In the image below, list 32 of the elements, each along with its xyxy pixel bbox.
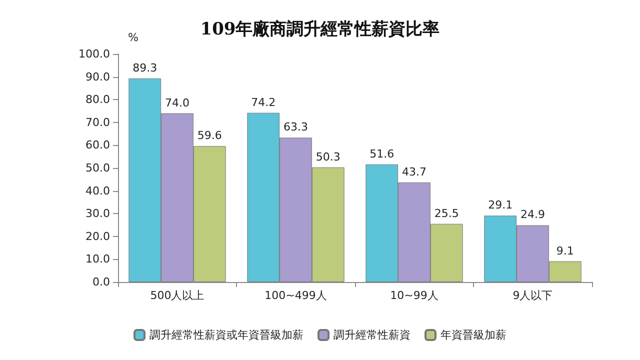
y-tick-label: 40.0: [86, 184, 110, 198]
data-label: 59.6: [197, 129, 222, 142]
y-tick-label: 30.0: [86, 207, 110, 220]
x-tick-label: 9人以下: [512, 289, 553, 302]
data-label: 29.1: [488, 198, 513, 212]
y-tick-label: 100.0: [78, 48, 110, 60]
data-label: 43.7: [402, 165, 426, 178]
y-axis-title: %: [128, 31, 138, 44]
legend-label: 調升經常性薪資或年資晉級加薪: [150, 328, 304, 342]
data-label: 74.2: [251, 96, 276, 109]
y-tick-label: 80.0: [86, 93, 110, 106]
data-label: 74.0: [165, 96, 190, 110]
data-label: 24.9: [520, 208, 545, 222]
data-label: 89.3: [132, 61, 158, 74]
chart-title: 109年廠商調升經常性薪資比率: [200, 20, 440, 40]
x-tick-label: 100~499人: [264, 289, 327, 302]
data-label: 25.5: [434, 206, 459, 220]
y-tick-label: 60.0: [86, 138, 110, 152]
data-label: 51.6: [370, 147, 394, 160]
y-tick-label: 0.0: [92, 276, 110, 288]
y-tick-label: 90.0: [86, 70, 110, 84]
y-tick-label: 50.0: [86, 162, 110, 174]
data-label: 9.1: [556, 244, 574, 258]
x-tick-label: 500人以上: [150, 289, 204, 302]
x-tick-label: 10~99人: [390, 289, 438, 302]
data-label: 50.3: [316, 150, 340, 164]
data-label: 63.3: [284, 120, 308, 134]
legend-label: 調升經常性薪資: [334, 328, 410, 342]
y-tick-label: 10.0: [86, 252, 110, 266]
y-tick-label: 70.0: [86, 116, 110, 129]
legend-label: 年資晉級加薪: [440, 328, 506, 342]
y-tick-label: 20.0: [86, 230, 110, 243]
